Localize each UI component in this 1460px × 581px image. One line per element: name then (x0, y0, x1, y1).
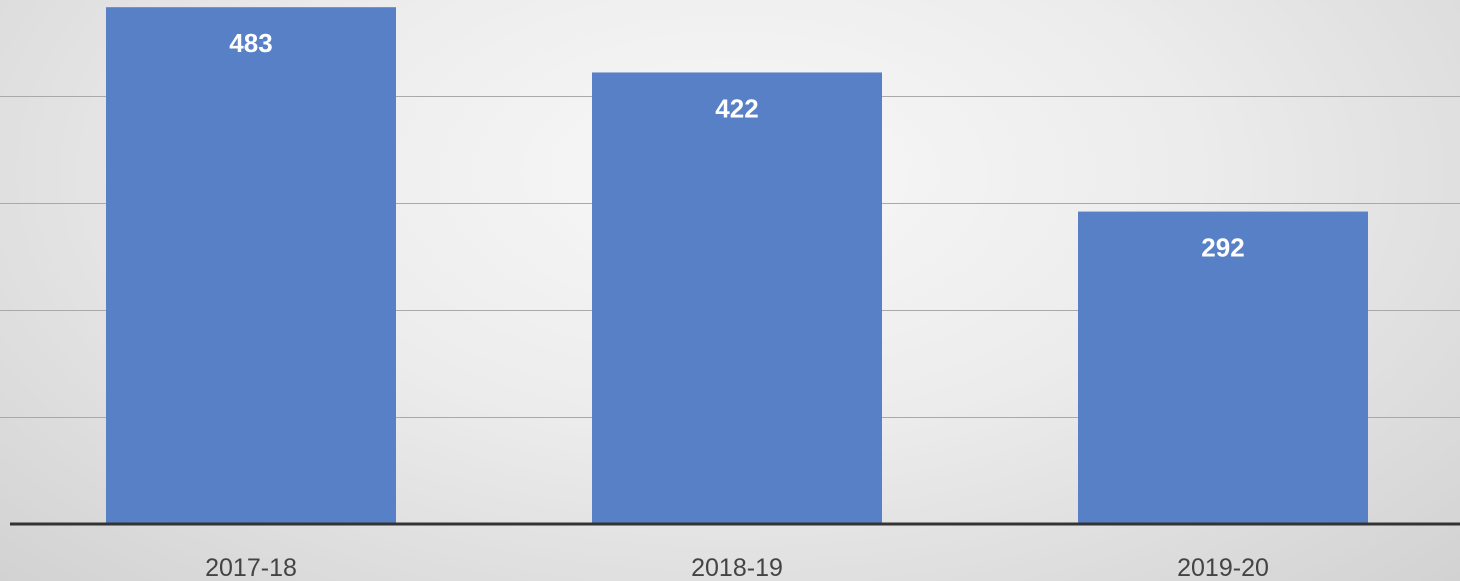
bar (106, 7, 396, 524)
bar (592, 72, 882, 525)
data-label: 483 (229, 28, 272, 58)
bar (1078, 211, 1368, 524)
x-tick-label: 2018-19 (691, 554, 783, 581)
x-tick-label: 2019-20 (1177, 554, 1269, 581)
x-tick-label: 2017-18 (205, 554, 297, 581)
data-label: 292 (1201, 233, 1244, 263)
bars (106, 7, 1368, 525)
x-tick-labels: 2017-18 2018-19 2019-20 (205, 554, 1269, 581)
data-labels: 483 422 292 (229, 28, 1244, 262)
data-label: 422 (715, 93, 758, 123)
